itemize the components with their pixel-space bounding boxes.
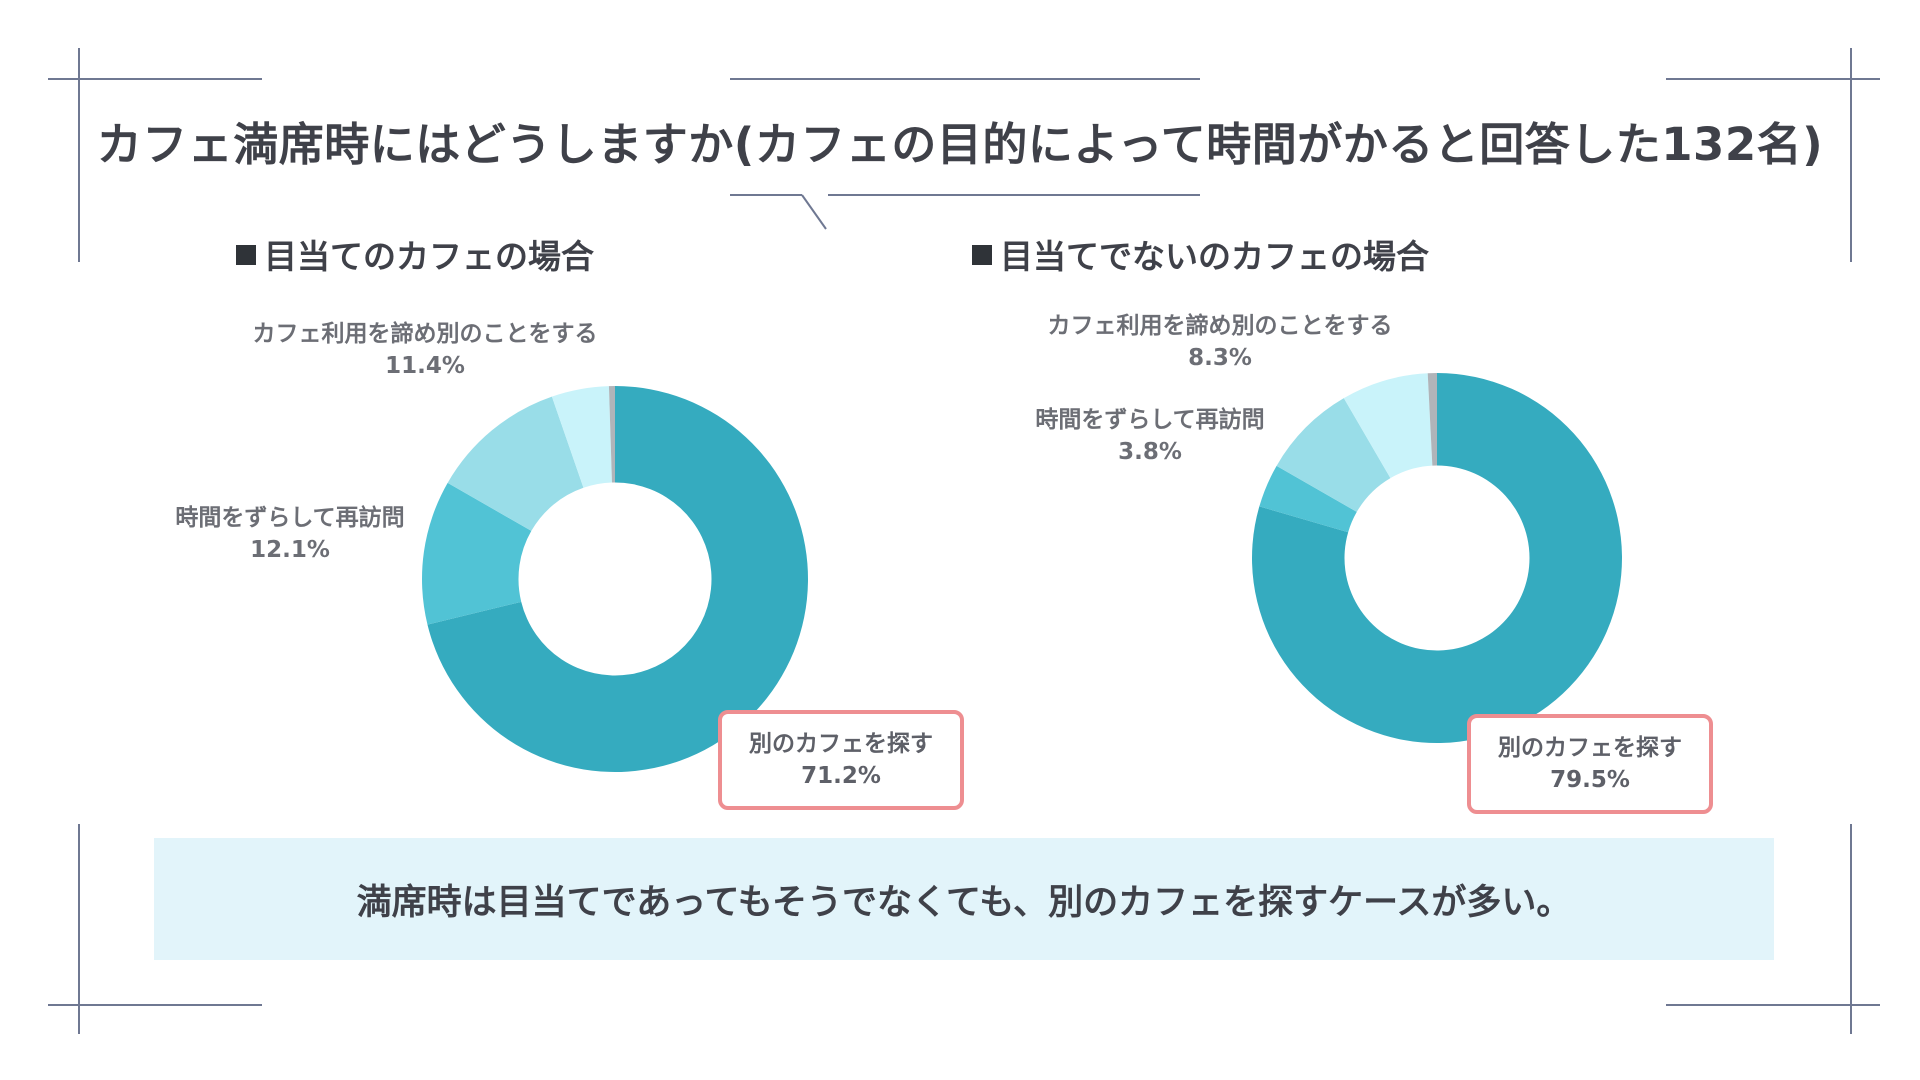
chart-2-label-revisit: 時間をずらして再訪問 3.8% (1010, 404, 1290, 468)
chart-1-slice-2 (422, 482, 532, 625)
donut-chart-2 (1252, 373, 1622, 743)
chart-1-title: 目当てのカフェの場合 (264, 237, 594, 276)
chart-2-slice-3 (1276, 398, 1391, 512)
chart-1-label-revisit: 時間をずらして再訪問 12.1% (150, 502, 430, 566)
page-title: カフェ満席時にはどうしますか(カフェの目的によって時間がかると回答した132名) (96, 118, 1824, 171)
frame-line-left-lower (78, 824, 80, 1034)
frame-line-right-upper (1850, 48, 1852, 262)
frame-line-bottom-right (1666, 1004, 1880, 1006)
chart-1-label-find-another: 別のカフェを探す 71.2% (718, 710, 964, 810)
chart-2-slice-2 (1259, 465, 1357, 533)
summary-text: 満席時は目当てであってもそうでなくても、別のカフェを探すケースが多い。 (356, 882, 1572, 923)
summary-box: 満席時は目当てであってもそうでなくても、別のカフェを探すケースが多い。 (154, 838, 1774, 960)
frame-line-bottom-left (48, 1004, 262, 1006)
chart-1-slice-1 (427, 386, 808, 772)
chart-2-slice-1 (1252, 373, 1622, 743)
chart-2-label-other-activity-text: カフェ利用を諦め別のことをする (1047, 313, 1393, 339)
chart-1-label-other-activity: カフェ利用を諦め別のことをする 11.4% (225, 318, 625, 382)
chart-2-label-revisit-value: 3.8% (1118, 439, 1182, 465)
chart-1-label-find-another-value: 71.2% (801, 763, 881, 789)
chart-2-heading: 目当てでないのカフェの場合 (972, 230, 1429, 278)
chart-1-heading: 目当てのカフェの場合 (236, 230, 594, 278)
chart-2-title: 目当てでないのカフェの場合 (1000, 237, 1429, 276)
chart-1-label-other-activity-text: カフェ利用を諦め別のことをする (252, 321, 598, 347)
chart-2-label-find-another-value: 79.5% (1550, 767, 1630, 793)
heading-square-icon (236, 245, 256, 265)
heading-square-icon (972, 245, 992, 265)
chart-2-slice-4 (1343, 373, 1433, 479)
chart-1-label-find-another-text: 別のカフェを探す (749, 731, 933, 757)
title-rule-bottom-right (828, 194, 1200, 196)
chart-2-label-find-another-text: 別のカフェを探す (1498, 735, 1682, 761)
title-rule-top (730, 78, 1200, 80)
chart-2-slice-5 (1427, 373, 1437, 466)
frame-line-right-lower (1850, 824, 1852, 1034)
chart-2-label-revisit-text: 時間をずらして再訪問 (1035, 407, 1265, 433)
chart-1-slice-3 (447, 396, 584, 531)
frame-line-top-right (1666, 78, 1880, 80)
chart-1-label-revisit-text: 時間をずらして再訪問 (175, 505, 405, 531)
chart-1-slice-5 (608, 386, 615, 483)
chart-1-slice-4 (551, 386, 612, 488)
chart-2-label-other-activity-value: 8.3% (1188, 345, 1252, 371)
title-callout-tail (801, 194, 827, 230)
chart-2-label-find-another: 別のカフェを探す 79.5% (1467, 714, 1713, 814)
chart-1-label-revisit-value: 12.1% (250, 537, 330, 563)
title-rule-bottom-left (730, 194, 802, 196)
chart-2-label-other-activity: カフェ利用を諦め別のことをする 8.3% (1020, 310, 1420, 374)
frame-line-top-left (48, 78, 262, 80)
chart-1-label-other-activity-value: 11.4% (385, 353, 465, 379)
donut-chart-1 (422, 386, 808, 772)
frame-line-left-upper (78, 48, 80, 262)
